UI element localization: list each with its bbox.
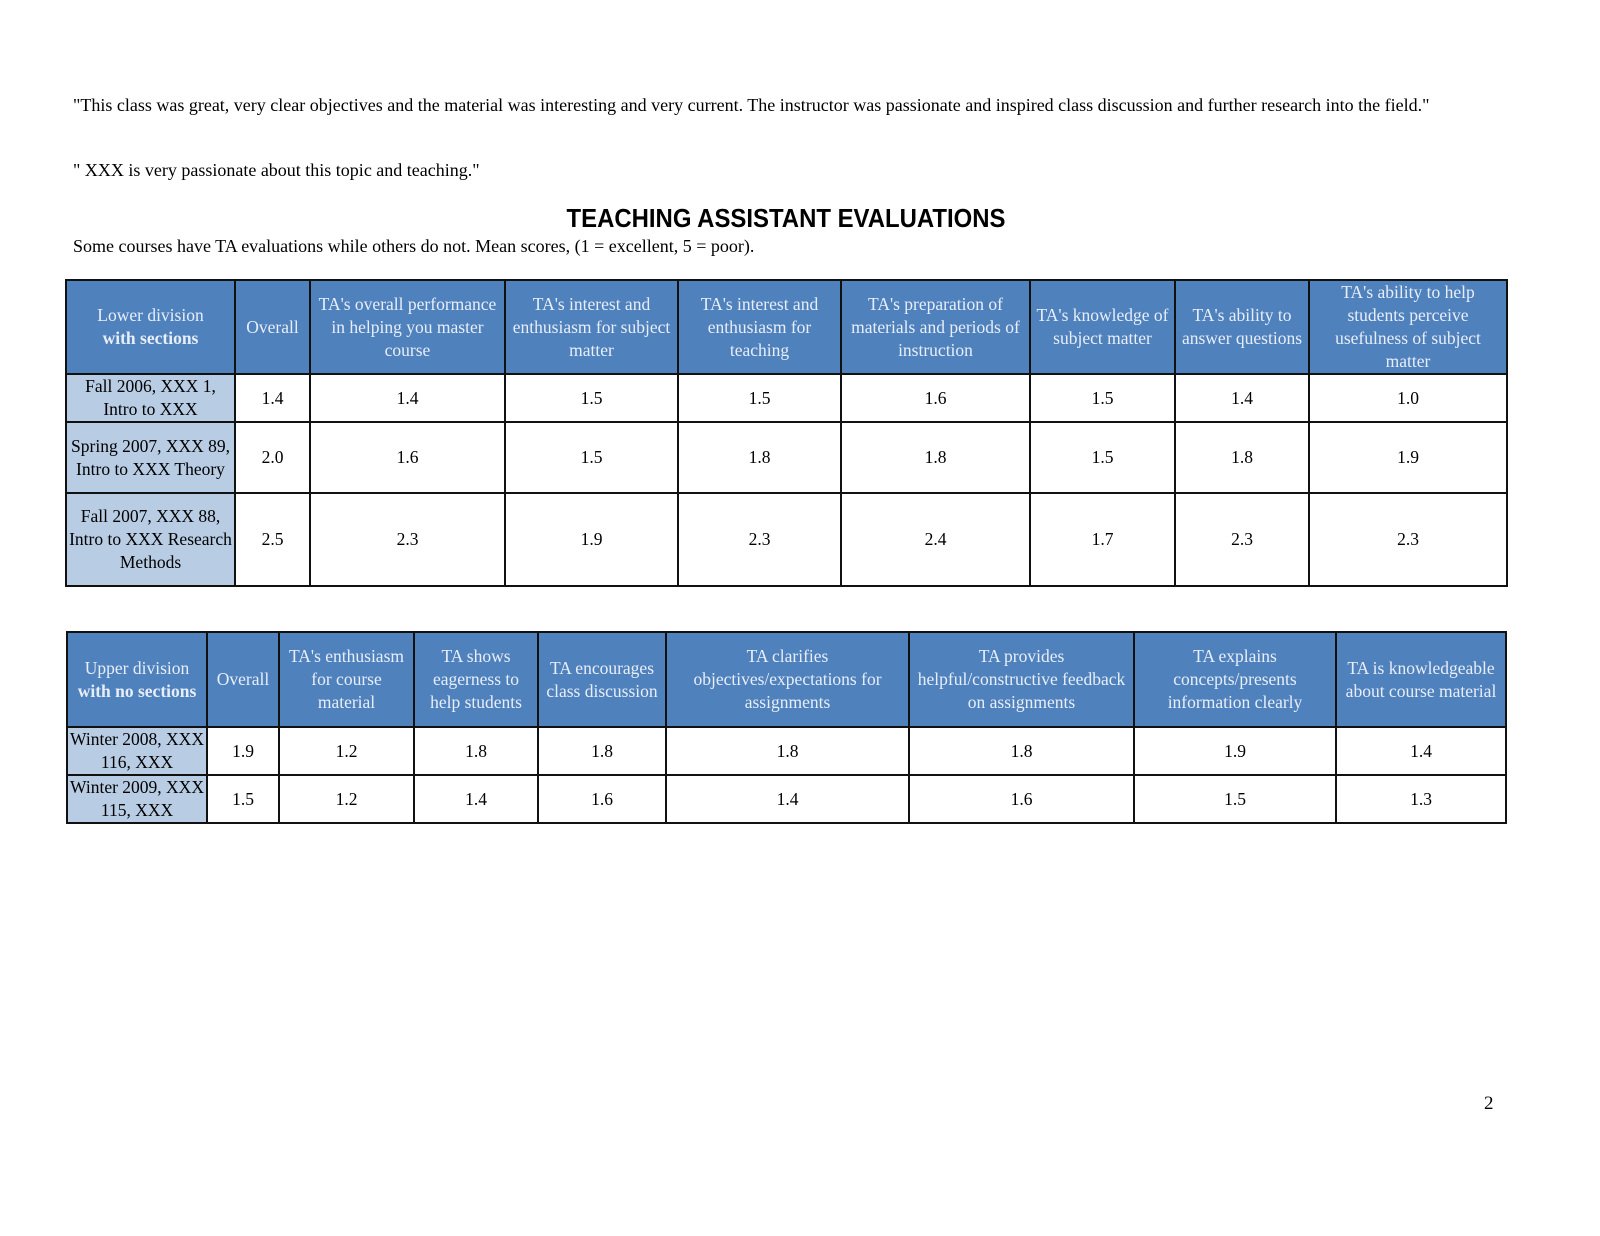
score-cell: 1.0 bbox=[1308, 373, 1508, 423]
score-cell: 2.3 bbox=[1308, 492, 1508, 587]
score-cell: 1.8 bbox=[413, 726, 539, 776]
corner-line2: with no sections bbox=[77, 680, 197, 701]
quote-2: " XXX is very passionate about this topi… bbox=[73, 160, 480, 180]
score-cell: 1.5 bbox=[677, 373, 842, 423]
column-header: TA's enthusiasm for course material bbox=[278, 631, 415, 728]
score-cell: 2.3 bbox=[309, 492, 506, 587]
column-header: TA shows eagerness to help students bbox=[413, 631, 539, 728]
score-cell: 1.6 bbox=[840, 373, 1031, 423]
quote-1: "This class was great, very clear object… bbox=[73, 95, 1430, 115]
score-cell: 1.8 bbox=[840, 421, 1031, 494]
corner-header: Lower division with sections bbox=[65, 279, 236, 375]
score-cell: 1.5 bbox=[206, 774, 280, 824]
score-cell: 1.4 bbox=[665, 774, 910, 824]
corner-line1: Upper division bbox=[84, 657, 190, 678]
column-header: TA's interest and enthusiasm for subject… bbox=[504, 279, 679, 375]
column-header: TA's ability to answer questions bbox=[1174, 279, 1310, 375]
score-cell: 1.6 bbox=[309, 421, 506, 494]
column-header: TA's interest and enthusiasm for teachin… bbox=[677, 279, 842, 375]
corner-line1: Lower division bbox=[97, 305, 204, 325]
score-cell: 1.5 bbox=[1029, 373, 1176, 423]
row-header-course: Winter 2008, XXX 116, XXX bbox=[66, 726, 208, 776]
score-cell: 1.4 bbox=[1335, 726, 1507, 776]
header-row: Upper division with no sections Overall T… bbox=[66, 631, 1507, 728]
score-cell: 1.8 bbox=[537, 726, 667, 776]
table-row: Fall 2007, XXX 88, Intro to XXX Research… bbox=[65, 492, 1508, 587]
score-cell: 1.9 bbox=[1133, 726, 1337, 776]
score-cell: 1.8 bbox=[1174, 421, 1310, 494]
column-header: TA's ability to help students perceive u… bbox=[1308, 279, 1508, 375]
header-row: Lower division with sections Overall TA's… bbox=[65, 279, 1508, 375]
column-header: Overall bbox=[206, 631, 280, 728]
score-cell: 1.4 bbox=[309, 373, 506, 423]
column-header: TA's knowledge of subject matter bbox=[1029, 279, 1176, 375]
score-cell: 1.4 bbox=[1174, 373, 1310, 423]
score-cell: 2.4 bbox=[840, 492, 1031, 587]
score-cell: 1.5 bbox=[504, 373, 679, 423]
score-cell: 2.0 bbox=[234, 421, 311, 494]
table-row: Fall 2006, XXX 1, Intro to XXX 1.4 1.4 1.5 1… bbox=[65, 373, 1508, 423]
column-header: TA provides helpful/constructive feedbac… bbox=[908, 631, 1135, 728]
score-cell: 1.8 bbox=[677, 421, 842, 494]
column-header: TA is knowledgeable about course materia… bbox=[1335, 631, 1507, 728]
corner-line2: with sections bbox=[102, 328, 199, 348]
column-header: TA explains concepts/presents informatio… bbox=[1133, 631, 1337, 728]
score-cell: 1.5 bbox=[504, 421, 679, 494]
score-cell: 2.5 bbox=[234, 492, 311, 587]
row-header-course: Fall 2006, XXX 1, Intro to XXX bbox=[65, 373, 236, 423]
page-number: 2 bbox=[1484, 1093, 1494, 1114]
score-cell: 1.9 bbox=[206, 726, 280, 776]
section-subtitle: Some courses have TA evaluations while o… bbox=[73, 236, 755, 256]
score-cell: 1.7 bbox=[1029, 492, 1176, 587]
lower-division-table: Lower division with sections Overall TA's… bbox=[65, 279, 1508, 587]
row-header-course: Fall 2007, XXX 88, Intro to XXX Research… bbox=[65, 492, 236, 587]
table-row: Winter 2008, XXX 116, XXX 1.9 1.2 1.8 1.8 1.8… bbox=[66, 726, 1507, 776]
table-row: Spring 2007, XXX 89, Intro to XXX Theory… bbox=[65, 421, 1508, 494]
column-header: TA clarifies objectives/expectations for… bbox=[665, 631, 910, 728]
score-cell: 1.9 bbox=[1308, 421, 1508, 494]
score-cell: 2.3 bbox=[1174, 492, 1310, 587]
column-header: Overall bbox=[234, 279, 311, 375]
score-cell: 1.3 bbox=[1335, 774, 1507, 824]
corner-header: Upper division with no sections bbox=[66, 631, 208, 728]
score-cell: 1.2 bbox=[278, 726, 415, 776]
score-cell: 1.6 bbox=[537, 774, 667, 824]
table-row: Winter 2009, XXX 115, XXX 1.5 1.2 1.4 1.6 1.4… bbox=[66, 774, 1507, 824]
score-cell: 1.4 bbox=[413, 774, 539, 824]
score-cell: 1.8 bbox=[665, 726, 910, 776]
score-cell: 2.3 bbox=[677, 492, 842, 587]
score-cell: 1.6 bbox=[908, 774, 1135, 824]
score-cell: 1.5 bbox=[1029, 421, 1176, 494]
score-cell: 1.9 bbox=[504, 492, 679, 587]
column-header: TA encourages class discussion bbox=[537, 631, 667, 728]
row-header-course: Winter 2009, XXX 115, XXX bbox=[66, 774, 208, 824]
score-cell: 1.2 bbox=[278, 774, 415, 824]
score-cell: 1.8 bbox=[908, 726, 1135, 776]
upper-division-table: Upper division with no sections Overall T… bbox=[66, 631, 1507, 824]
score-cell: 1.5 bbox=[1133, 774, 1337, 824]
section-title: TEACHING ASSISTANT EVALUATIONS bbox=[566, 203, 1006, 233]
column-header: TA's overall performance in helping you … bbox=[309, 279, 506, 375]
row-header-course: Spring 2007, XXX 89, Intro to XXX Theory bbox=[65, 421, 236, 494]
score-cell: 1.4 bbox=[234, 373, 311, 423]
column-header: TA's preparation of materials and period… bbox=[840, 279, 1031, 375]
